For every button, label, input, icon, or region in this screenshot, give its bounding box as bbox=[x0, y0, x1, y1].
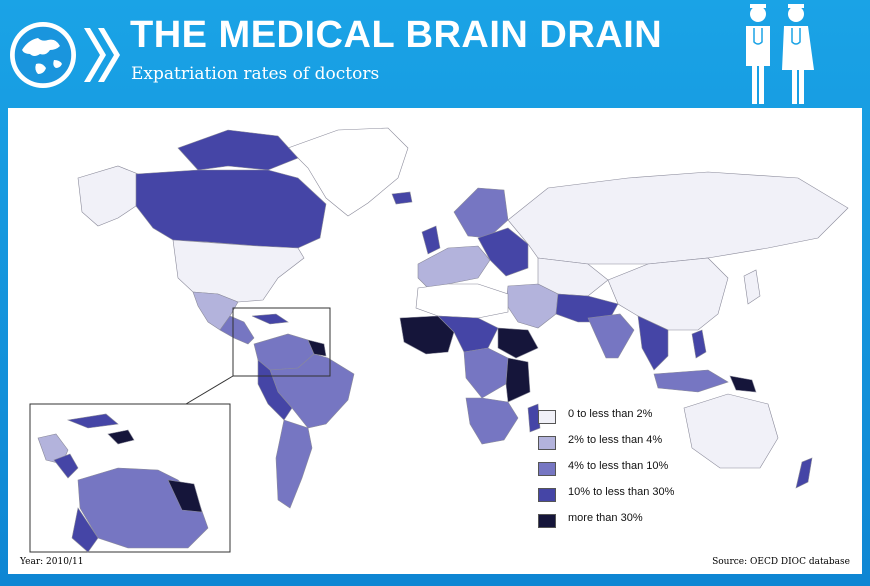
western-europe bbox=[417, 245, 491, 289]
chevrons-icon bbox=[84, 28, 120, 82]
legend-label: 10% to less than 30% bbox=[568, 486, 675, 498]
east-africa bbox=[505, 357, 531, 403]
southern-cone bbox=[275, 419, 313, 509]
indonesia bbox=[653, 369, 729, 393]
central-africa bbox=[463, 347, 509, 399]
legend-item: 0 to less than 2% bbox=[538, 408, 738, 426]
legend-item: more than 30% bbox=[538, 512, 738, 530]
new-zealand bbox=[795, 457, 813, 489]
southeast-asia bbox=[637, 315, 669, 371]
legend-label: more than 30% bbox=[568, 512, 643, 524]
legend-swatch bbox=[538, 436, 556, 450]
guianas bbox=[307, 339, 327, 357]
source-label: Source: OECD DIOC database bbox=[712, 557, 850, 567]
iceland bbox=[391, 191, 413, 205]
middle-east bbox=[505, 283, 559, 329]
japan bbox=[743, 269, 761, 305]
legend-swatch bbox=[538, 462, 556, 476]
alaska bbox=[77, 165, 139, 227]
philippines bbox=[691, 329, 707, 359]
inset-map bbox=[29, 403, 231, 553]
inset-highlight-box bbox=[232, 307, 331, 377]
page-title: THE MEDICAL BRAIN DRAIN bbox=[130, 14, 663, 56]
world-map bbox=[29, 127, 849, 553]
madagascar bbox=[527, 403, 541, 433]
legend-item: 2% to less than 4% bbox=[538, 434, 738, 452]
legend-swatch bbox=[538, 514, 556, 528]
eastern-europe bbox=[477, 227, 529, 277]
caribbean bbox=[251, 313, 289, 325]
map-panel: 0 to less than 2% 2% to less than 4% 4% … bbox=[8, 108, 862, 574]
legend-item: 4% to less than 10% bbox=[538, 460, 738, 478]
greenland bbox=[287, 127, 409, 217]
globe-logo-icon bbox=[10, 22, 76, 88]
horn-of-africa bbox=[497, 327, 539, 359]
header: THE MEDICAL BRAIN DRAIN Expatriation rat… bbox=[0, 0, 870, 106]
russia bbox=[507, 171, 849, 265]
southern-africa bbox=[465, 397, 519, 445]
central-america bbox=[219, 315, 255, 345]
north-africa bbox=[415, 283, 509, 319]
british-isles bbox=[421, 225, 441, 255]
papua bbox=[729, 375, 757, 393]
canada bbox=[135, 169, 327, 249]
doctors-icon bbox=[746, 4, 814, 104]
year-label: Year: 2010/11 bbox=[20, 557, 84, 567]
page-subtitle: Expatriation rates of doctors bbox=[131, 64, 380, 84]
india bbox=[587, 313, 635, 359]
legend-label: 2% to less than 4% bbox=[568, 434, 663, 446]
legend-item: 10% to less than 30% bbox=[538, 486, 738, 504]
peru-bolivia bbox=[257, 359, 293, 421]
legend-label: 4% to less than 10% bbox=[568, 460, 669, 472]
inset-connector bbox=[185, 375, 234, 405]
legend-swatch bbox=[538, 488, 556, 502]
china bbox=[607, 257, 729, 331]
canadian-arctic bbox=[177, 129, 299, 171]
legend-swatch bbox=[538, 410, 556, 424]
legend-label: 0 to less than 2% bbox=[568, 408, 653, 420]
usa bbox=[172, 239, 305, 303]
australia bbox=[683, 393, 779, 469]
